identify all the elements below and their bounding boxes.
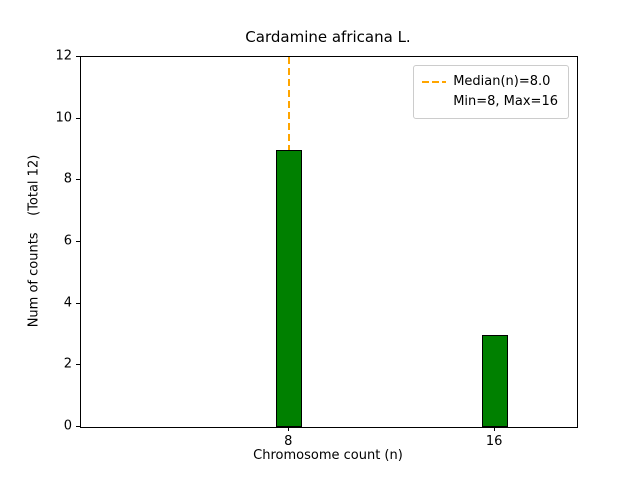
y-tick-label: 2 (63, 356, 72, 372)
legend-entry-median: Median(n)=8.0 (422, 72, 558, 92)
x-axis-label: Chromosome count (n) (253, 448, 403, 463)
y-tick-label: 4 (63, 295, 72, 311)
x-tick-mark (288, 427, 290, 431)
bar-8 (276, 149, 303, 427)
y-tick-label: 12 (55, 48, 72, 64)
y-tick-mark (76, 117, 80, 119)
y-tick-label: 0 (63, 418, 72, 434)
legend-sample-empty (422, 101, 446, 103)
legend-entry-minmax: Min=8, Max=16 (422, 92, 558, 112)
x-tick-mark (494, 427, 496, 431)
y-tick-mark (76, 364, 80, 366)
y-tick-mark (76, 179, 80, 181)
bar-16 (482, 334, 509, 427)
chart-title: Cardamine africana L. (245, 28, 411, 46)
y-tick-label: 6 (63, 233, 72, 249)
y-tick-mark (76, 426, 80, 427)
legend: Median(n)=8.0 Min=8, Max=16 (413, 65, 569, 119)
y-tick-mark (76, 56, 80, 57)
dashed-line-icon (422, 81, 447, 83)
x-tick-label: 8 (284, 434, 293, 449)
y-tick-label: 8 (63, 171, 72, 187)
plot-area: Median(n)=8.0 Min=8, Max=16 (80, 56, 578, 428)
x-tick-label: 16 (485, 434, 503, 449)
legend-label-median: Median(n)=8.0 (453, 74, 551, 89)
y-tick-label: 10 (55, 110, 72, 126)
legend-label-minmax: Min=8, Max=16 (453, 94, 558, 109)
y-tick-mark (76, 302, 80, 304)
y-tick-mark (76, 241, 80, 242)
